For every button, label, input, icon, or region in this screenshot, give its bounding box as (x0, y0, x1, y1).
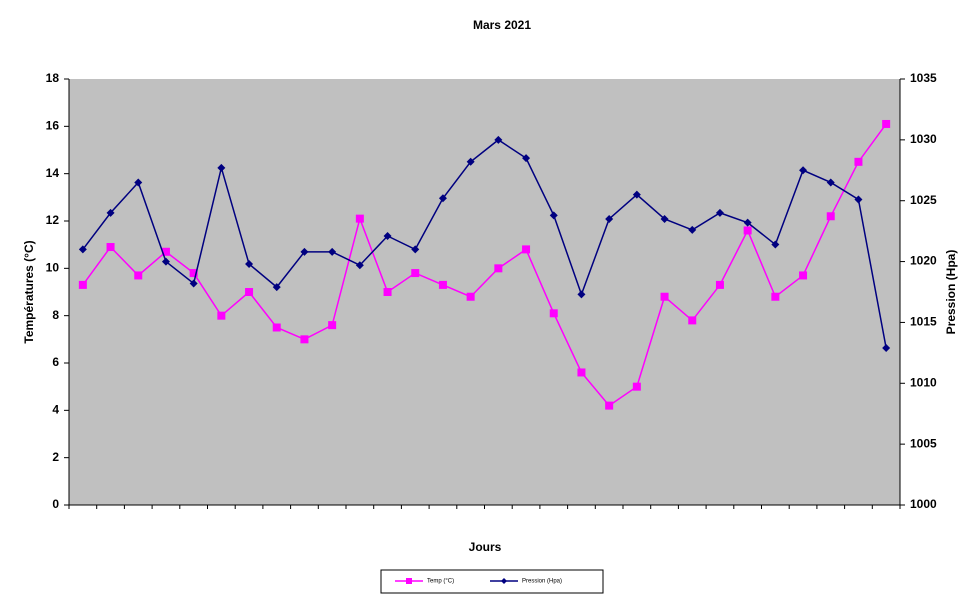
point (328, 321, 337, 330)
point (771, 240, 780, 249)
point (715, 208, 724, 217)
point (78, 245, 87, 254)
y-tick-label: 0 (52, 497, 59, 511)
point (300, 335, 309, 344)
y-tick-label: 10 (46, 261, 60, 275)
point (78, 280, 87, 289)
point (161, 247, 170, 256)
point (549, 211, 558, 220)
y-tick-label: 2 (52, 450, 59, 464)
point (660, 292, 669, 301)
x-axis-label: Jours (469, 540, 502, 554)
legend-marker (406, 578, 412, 584)
point (826, 212, 835, 221)
point (688, 225, 697, 234)
y-tick-label: 16 (46, 119, 60, 133)
point (300, 247, 309, 256)
y2-tick-label: 1005 (910, 436, 937, 450)
point (355, 214, 364, 223)
point (688, 316, 697, 325)
point (660, 214, 669, 223)
legend: Temp (°C) Pression (Hpa) (380, 569, 604, 594)
point (189, 279, 198, 288)
point (383, 288, 392, 296)
point (826, 178, 835, 187)
point (189, 269, 198, 278)
point (245, 288, 254, 296)
point (743, 218, 752, 227)
point (161, 257, 170, 266)
point (134, 271, 143, 280)
series-line (82, 138, 887, 349)
y2-tick-label: 1020 (910, 254, 937, 268)
point (882, 343, 891, 352)
point (272, 283, 281, 292)
y-tick-label: 14 (46, 166, 60, 180)
point (799, 166, 808, 175)
point (854, 195, 863, 204)
y-tick-label: 6 (52, 355, 59, 369)
point (605, 401, 614, 410)
point (522, 245, 531, 254)
point (272, 323, 281, 332)
y-axis-label: Températures (°C) (22, 240, 36, 343)
point (438, 280, 447, 289)
y2-axis-label: Pression (Hpa) (944, 250, 958, 335)
point (494, 264, 503, 273)
point (438, 194, 447, 203)
point (245, 260, 254, 269)
series-line (82, 123, 887, 407)
point (217, 311, 226, 320)
point (106, 208, 115, 217)
point (494, 135, 503, 144)
point (466, 292, 475, 301)
point (577, 290, 586, 299)
legend-marker (501, 578, 507, 584)
y2-tick-label: 1025 (910, 193, 937, 207)
y2-tick-label: 1000 (910, 497, 937, 511)
point (715, 280, 724, 289)
point (383, 232, 392, 241)
point (355, 261, 364, 270)
point (217, 163, 226, 172)
legend-label: Pression (Hpa) (522, 579, 562, 585)
y2-tick-label: 1010 (910, 375, 937, 389)
point (771, 292, 780, 301)
point (549, 309, 558, 318)
point (605, 214, 614, 223)
y-tick-label: 18 (46, 71, 60, 85)
y-tick-label: 12 (46, 213, 60, 227)
point (743, 226, 752, 235)
y2-tick-label: 1015 (910, 315, 937, 329)
plot-area (69, 79, 900, 505)
point (106, 243, 115, 252)
point (466, 157, 475, 166)
point (577, 368, 586, 377)
y2-tick-label: 1035 (910, 71, 937, 85)
point (632, 382, 641, 391)
y2-tick-label: 1030 (910, 132, 937, 146)
y-tick-label: 8 (52, 308, 59, 322)
point (882, 119, 891, 128)
point (522, 154, 531, 163)
point (411, 245, 420, 254)
chart-title: Mars 2021 (473, 18, 531, 32)
y-tick-label: 4 (52, 403, 59, 417)
point (854, 157, 863, 166)
point (411, 269, 420, 278)
point (632, 190, 641, 199)
point (134, 178, 143, 187)
legend-label: Temp (°C) (427, 579, 454, 585)
point (328, 247, 337, 256)
point (799, 271, 808, 280)
